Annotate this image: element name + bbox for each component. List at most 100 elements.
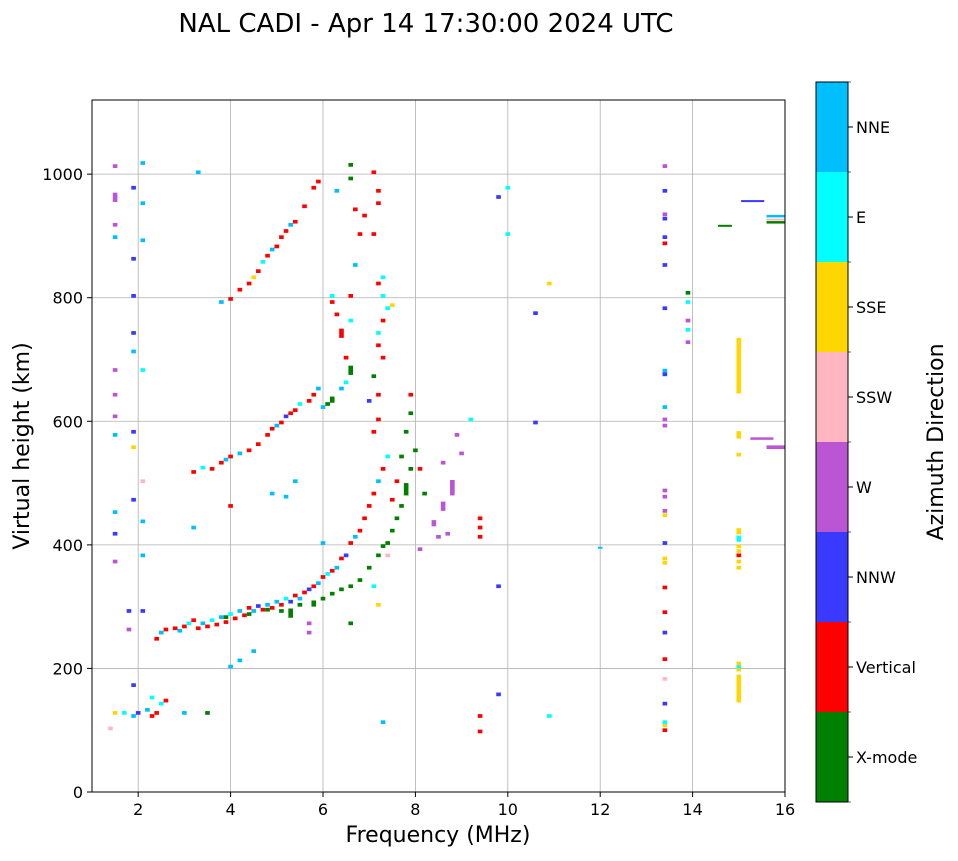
data-point-x-mode	[329, 591, 335, 596]
data-point-vertical	[311, 185, 317, 190]
data-point-nne	[237, 609, 243, 613]
data-points	[108, 161, 785, 734]
data-point-nne	[140, 553, 146, 558]
data-point-vertical	[408, 392, 414, 397]
colorbar-tick-label: W	[856, 478, 872, 497]
data-point-vertical	[380, 318, 386, 323]
data-point-nne	[283, 494, 289, 499]
data-point-e	[149, 695, 155, 700]
data-point-sse	[251, 275, 257, 280]
data-point-x-mode	[380, 544, 386, 548]
data-point-vertical	[223, 620, 229, 624]
data-point-x-mode	[371, 374, 377, 379]
data-point-nnw	[343, 553, 349, 558]
data-point-vertical	[256, 269, 261, 273]
data-point-e	[140, 368, 146, 372]
data-point-w	[662, 417, 668, 422]
data-point-x-mode	[265, 607, 270, 612]
data-point-sse	[547, 281, 552, 286]
data-point-vertical	[662, 657, 668, 662]
data-point-w	[112, 192, 118, 202]
data-point-nnw	[256, 604, 261, 608]
data-point-vertical	[279, 235, 284, 240]
colorbar-label: Azimuth Direction	[924, 343, 949, 540]
data-point-vertical	[334, 312, 340, 317]
data-point-e	[297, 402, 303, 406]
data-point-nne	[353, 263, 358, 267]
data-point-vertical	[265, 253, 270, 258]
data-point-nne	[251, 609, 257, 613]
data-point-x-mode	[205, 711, 210, 715]
y-tick-label: 400	[52, 536, 83, 555]
data-point-ssw	[766, 218, 785, 221]
colorbar-segment-ssw	[816, 352, 848, 442]
data-point-vertical	[371, 429, 377, 434]
data-point-vertical	[736, 553, 742, 558]
data-point-e	[376, 331, 381, 335]
data-point-x-mode	[403, 429, 409, 434]
data-point-ssw	[108, 726, 113, 731]
data-point-vertical	[246, 281, 252, 286]
data-point-x-mode	[394, 516, 400, 521]
data-point-x-mode	[288, 608, 293, 618]
data-point-w	[440, 501, 446, 511]
data-point-vertical	[163, 627, 169, 632]
y-tick-label: 800	[52, 289, 83, 308]
data-point-w	[112, 164, 118, 168]
data-point-w	[440, 460, 446, 465]
data-point-w	[750, 437, 774, 440]
data-point-vertical	[154, 636, 159, 641]
data-point-nnw	[533, 420, 538, 425]
colorbar-tick-label: SSW	[856, 388, 892, 407]
data-point-nne	[191, 525, 196, 530]
x-tick-label: 8	[410, 800, 420, 819]
data-point-vertical	[662, 610, 668, 615]
data-point-nne	[237, 451, 243, 456]
data-point-nne	[334, 188, 340, 193]
data-point-nne	[316, 386, 321, 391]
data-point-w	[112, 222, 118, 227]
data-point-nne	[228, 664, 233, 669]
data-point-nnw	[662, 372, 668, 377]
data-point-sse	[736, 544, 742, 548]
data-point-sse	[662, 723, 668, 728]
chart-title: NAL CADI - Apr 14 17:30:00 2024 UTC	[178, 9, 673, 39]
data-point-vertical	[394, 479, 400, 484]
data-point-e	[209, 618, 215, 623]
data-point-nne	[334, 565, 340, 570]
data-point-vertical	[232, 616, 238, 621]
data-point-vertical	[339, 328, 344, 338]
data-point-e	[662, 720, 668, 725]
data-point-nnw	[662, 235, 668, 240]
data-point-vertical	[283, 229, 289, 233]
data-point-vertical	[246, 448, 252, 453]
data-point-nne	[297, 596, 303, 601]
data-point-vertical	[662, 728, 668, 733]
data-point-nnw	[283, 414, 289, 419]
data-point-vertical	[246, 606, 252, 610]
data-point-e	[468, 417, 474, 422]
data-point-nnw	[126, 609, 132, 613]
data-point-vertical	[279, 602, 284, 607]
data-point-x-mode	[718, 224, 732, 227]
data-point-e	[228, 612, 233, 616]
data-point-x-mode	[320, 596, 326, 601]
y-tick-label: 200	[52, 659, 83, 678]
data-point-ssw	[662, 677, 668, 681]
data-point-e	[122, 711, 127, 715]
data-point-vertical	[357, 232, 363, 236]
data-point-vertical	[205, 624, 210, 629]
colorbar-segment-w	[816, 442, 848, 532]
data-point-x-mode	[357, 578, 363, 582]
data-point-nne	[195, 170, 201, 175]
colorbar-segment-e	[816, 172, 848, 262]
data-point-vertical	[311, 392, 317, 397]
data-point-w	[112, 368, 118, 372]
data-point-e	[329, 294, 335, 298]
data-point-x-mode	[223, 615, 229, 619]
data-point-vertical	[274, 244, 280, 249]
data-point-sse	[736, 674, 742, 687]
data-point-w	[126, 627, 132, 632]
data-point-nnw	[496, 584, 501, 589]
data-point-x-mode	[348, 163, 354, 167]
